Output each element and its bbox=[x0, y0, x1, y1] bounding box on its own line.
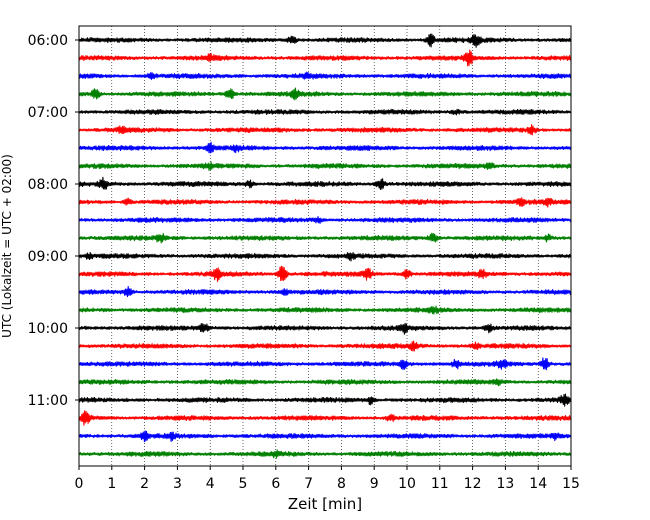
trace-1115 bbox=[78, 410, 572, 426]
trace-1100 bbox=[78, 393, 572, 407]
trace-0600 bbox=[78, 33, 572, 48]
y-tick-label: 10:00 bbox=[28, 321, 68, 337]
trace-0900 bbox=[78, 252, 572, 262]
x-tick-label: 6 bbox=[271, 476, 280, 492]
trace-0930 bbox=[78, 285, 572, 298]
x-tick-label: 2 bbox=[140, 476, 149, 492]
x-tick-label: 5 bbox=[239, 476, 248, 492]
plot-frame bbox=[78, 25, 572, 467]
x-tick-label: 3 bbox=[173, 476, 182, 492]
y-tick-label: 09:00 bbox=[28, 249, 68, 265]
trace-0615 bbox=[78, 49, 572, 67]
trace-0800 bbox=[78, 176, 572, 191]
y-axis-label: UTC (Lokalzeit = UTC + 02:00) bbox=[0, 154, 14, 338]
y-axis-ticks: 06:00 07:00 08:00 09:00 10:00 11:00 bbox=[28, 33, 79, 409]
trace-0730 bbox=[78, 141, 572, 154]
trace-0815 bbox=[78, 197, 572, 208]
trace-1145 bbox=[78, 449, 572, 459]
trace-0715 bbox=[78, 124, 572, 136]
trace-0945 bbox=[78, 305, 572, 315]
x-tick-label: 8 bbox=[337, 476, 346, 492]
x-tick-label: 11 bbox=[431, 476, 449, 492]
y-tick-label: 07:00 bbox=[28, 105, 68, 121]
x-axis-ticks: 0 1 2 3 4 5 6 7 8 9 10 11 12 13 14 15 bbox=[75, 466, 580, 492]
seismic-traces bbox=[78, 33, 572, 459]
x-tick-label: 10 bbox=[398, 476, 416, 492]
y-tick-label: 11:00 bbox=[28, 393, 68, 409]
trace-1045 bbox=[78, 378, 572, 387]
trace-0645 bbox=[78, 87, 572, 101]
x-tick-label: 0 bbox=[75, 476, 84, 492]
x-tick-label: 12 bbox=[464, 476, 482, 492]
trace-0745 bbox=[78, 161, 572, 171]
trace-1000 bbox=[78, 322, 572, 335]
trace-0630 bbox=[78, 71, 572, 80]
x-tick-label: 1 bbox=[107, 476, 116, 492]
x-tick-label: 13 bbox=[496, 476, 514, 492]
trace-1030 bbox=[78, 357, 572, 371]
trace-0700 bbox=[78, 108, 572, 116]
x-tick-label: 9 bbox=[370, 476, 379, 492]
y-tick-label: 06:00 bbox=[28, 33, 68, 49]
x-tick-label: 15 bbox=[562, 476, 580, 492]
trace-0830 bbox=[78, 216, 572, 224]
y-tick-label: 08:00 bbox=[28, 177, 68, 193]
trace-1015 bbox=[78, 340, 572, 352]
vertical-grid bbox=[111, 26, 539, 466]
x-axis-label: Zeit [min] bbox=[288, 495, 362, 513]
trace-0915 bbox=[78, 265, 572, 282]
x-tick-label: 4 bbox=[206, 476, 215, 492]
trace-0845 bbox=[78, 232, 572, 244]
x-tick-label: 7 bbox=[304, 476, 313, 492]
x-tick-label: 14 bbox=[529, 476, 547, 492]
trace-1130 bbox=[78, 430, 572, 443]
